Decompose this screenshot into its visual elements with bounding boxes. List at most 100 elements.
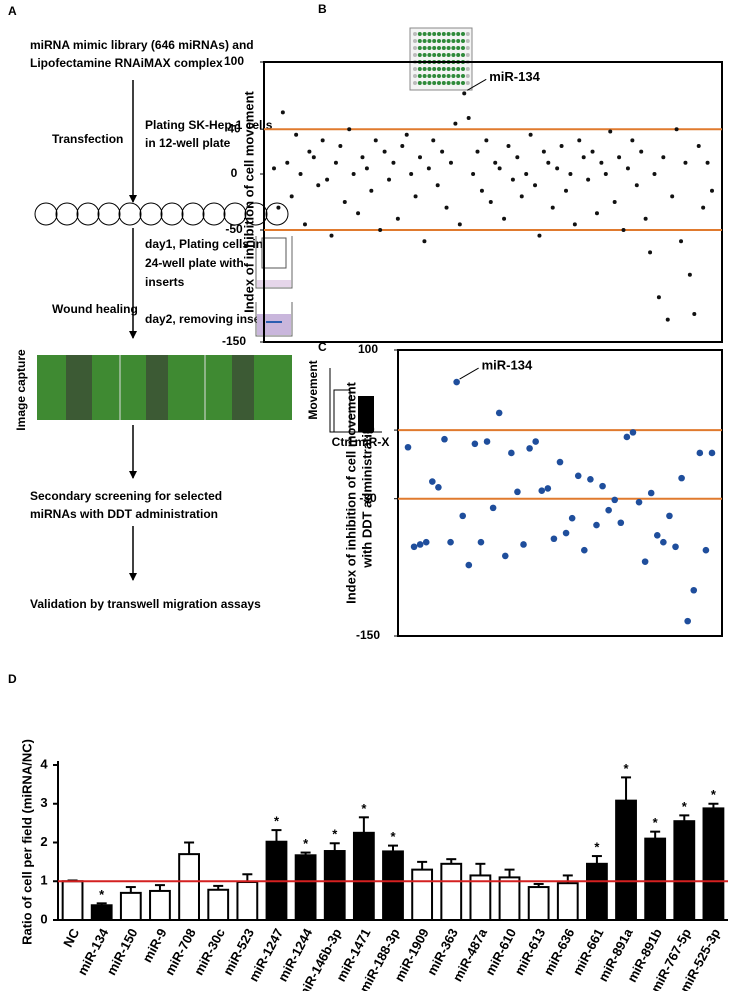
data-point <box>333 160 338 165</box>
data-point <box>400 144 405 148</box>
data-point <box>526 445 533 452</box>
well <box>422 46 427 50</box>
data-point <box>429 478 436 485</box>
well <box>422 74 427 78</box>
bar <box>702 807 725 922</box>
data-point <box>672 543 679 551</box>
well <box>461 67 465 71</box>
data-point <box>431 138 436 143</box>
data-point <box>465 561 473 569</box>
well <box>441 81 446 85</box>
data-point <box>378 228 383 232</box>
well <box>441 46 446 50</box>
data-point <box>625 166 630 171</box>
well <box>417 39 422 43</box>
data-point <box>280 110 285 115</box>
data-point <box>564 188 568 193</box>
bar <box>178 853 200 921</box>
data-point <box>701 205 706 210</box>
data-point <box>562 529 570 537</box>
insert-icon <box>255 236 293 289</box>
panel-label: C <box>318 340 327 354</box>
well <box>451 32 456 36</box>
data-point <box>404 132 409 137</box>
data-point <box>489 504 497 512</box>
data-point <box>617 519 625 527</box>
category-label: Ctrl <box>332 435 353 449</box>
well <box>139 202 163 226</box>
step-text: miRNA mimic library (646 miRNAs) and <box>30 38 254 52</box>
significance-marker: * <box>624 761 630 776</box>
step-text: Plating SK-Hep-1 cells <box>145 118 273 132</box>
bar <box>586 862 608 921</box>
data-point <box>457 222 462 227</box>
y-tick-label: 0 <box>231 166 238 180</box>
data-point <box>661 155 666 160</box>
data-point <box>665 317 670 322</box>
mini-bar-chart <box>329 368 382 433</box>
data-point <box>544 485 552 492</box>
well <box>446 46 451 50</box>
well <box>461 53 465 57</box>
data-point <box>483 438 491 445</box>
well <box>413 53 417 57</box>
y-tick-label: -150 <box>222 334 246 348</box>
data-point <box>364 166 369 171</box>
data-point <box>533 183 538 188</box>
panel-label: D <box>8 672 17 686</box>
plate-icon <box>409 27 473 91</box>
well <box>76 202 100 226</box>
step-text: in 12-well plate <box>145 136 231 150</box>
data-point <box>471 172 476 176</box>
well <box>441 53 446 57</box>
data-point <box>497 166 502 171</box>
annotation-pointer <box>459 367 479 380</box>
well <box>202 202 226 226</box>
y-tick-label: -150 <box>356 628 380 642</box>
well <box>427 81 432 85</box>
step-text: Transfection <box>52 132 123 146</box>
data-point <box>387 177 392 182</box>
data-point <box>435 483 442 491</box>
well <box>465 39 470 43</box>
bar <box>352 831 375 921</box>
data-point <box>702 546 710 554</box>
data-point <box>648 250 653 255</box>
data-point <box>656 295 661 300</box>
data-point <box>683 160 688 165</box>
data-point <box>538 487 546 495</box>
well <box>446 32 451 36</box>
y-tick-label: 100 <box>224 54 244 68</box>
data-point <box>311 155 316 160</box>
significance-marker: * <box>682 799 688 814</box>
data-point <box>404 443 412 451</box>
data-point <box>647 489 655 497</box>
y-tick-label: 4 <box>40 756 48 771</box>
data-point <box>593 521 600 529</box>
well <box>422 81 427 85</box>
y-tick-label: 0 <box>40 911 47 926</box>
wound-image <box>37 355 292 420</box>
data-point <box>495 409 503 417</box>
data-point <box>453 121 458 126</box>
data-point <box>599 482 606 490</box>
data-point <box>506 144 511 148</box>
well <box>432 32 437 36</box>
data-point <box>510 177 515 182</box>
well <box>427 32 432 36</box>
axis-title: Movement <box>306 360 320 419</box>
well <box>451 53 456 57</box>
data-point <box>448 160 453 165</box>
well <box>465 74 470 78</box>
data-point <box>690 586 698 594</box>
significance-marker: * <box>332 827 338 842</box>
data-point <box>484 138 489 143</box>
axis-title: Index of inhibition of cell movement <box>343 381 358 603</box>
data-point <box>356 211 361 216</box>
data-point <box>634 183 639 188</box>
well <box>456 74 461 78</box>
data-point <box>550 205 555 210</box>
data-point <box>410 543 418 551</box>
well <box>441 32 446 36</box>
well <box>461 74 465 78</box>
